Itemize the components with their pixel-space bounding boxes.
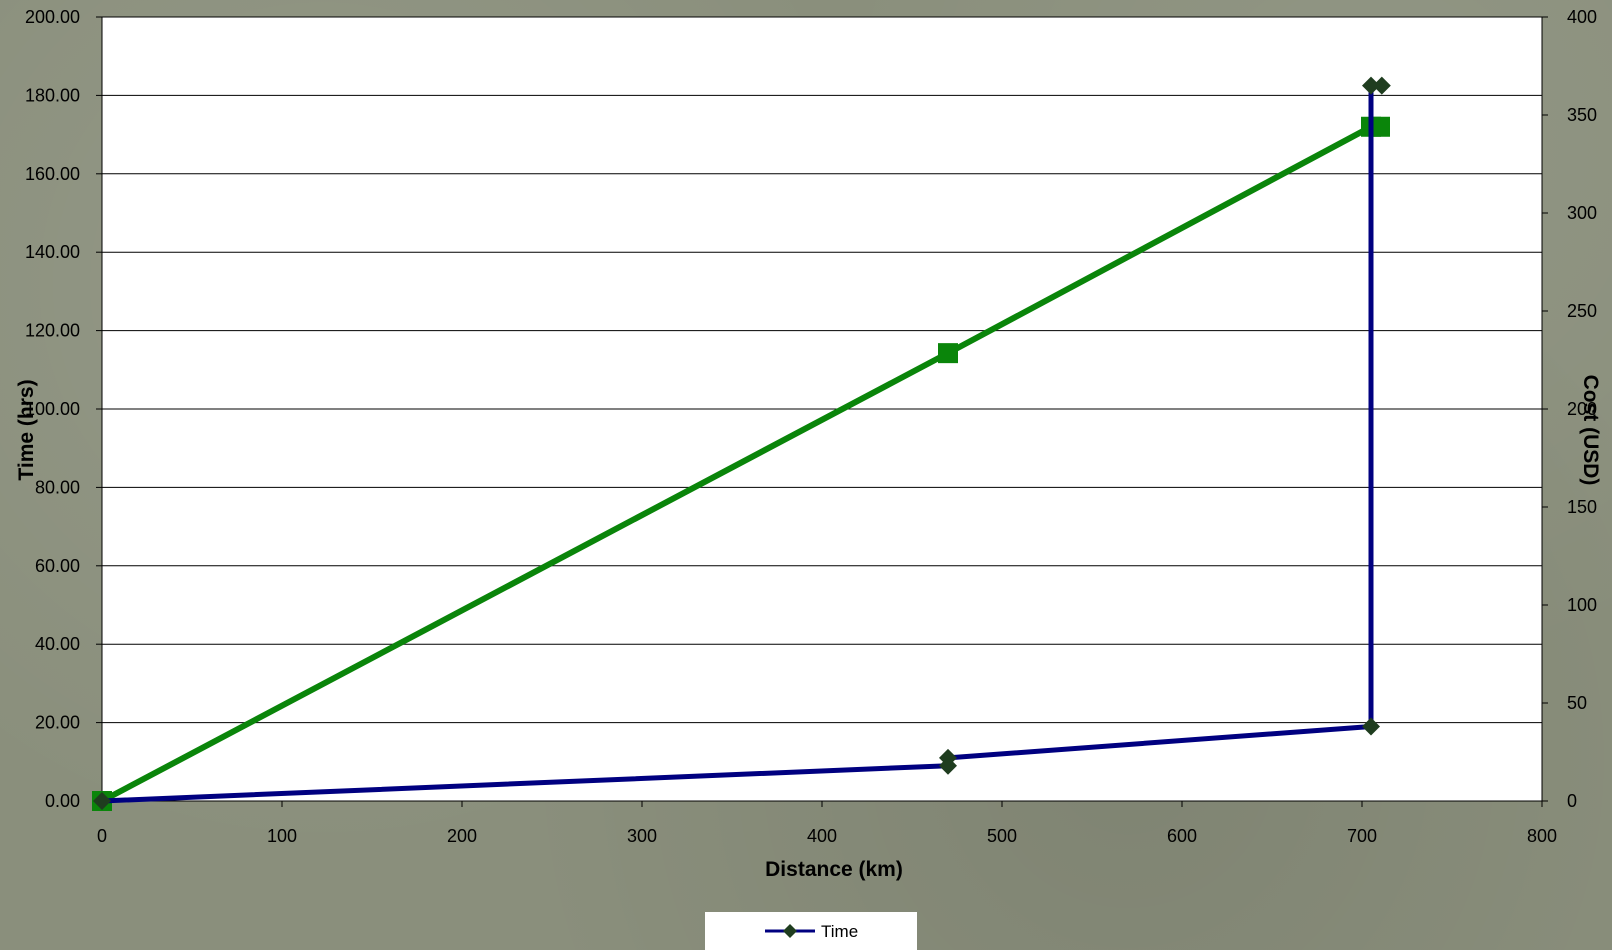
y-tick-label: 0.00 [45, 791, 80, 811]
y-tick-label: 120.00 [25, 321, 80, 341]
y-tick-label: 80.00 [35, 477, 80, 497]
y2-tick-label: 250 [1567, 301, 1597, 321]
y-tick-label: 180.00 [25, 85, 80, 105]
x-tick-label: 500 [987, 826, 1017, 846]
y-axis-title: Time (hrs) [15, 379, 38, 480]
data-point-square [938, 343, 958, 363]
x-tick-label: 700 [1347, 826, 1377, 846]
x-axis-title: Distance (km) [765, 858, 903, 881]
y2-tick-label: 150 [1567, 497, 1597, 517]
y2-tick-label: 400 [1567, 7, 1597, 27]
legend: Time [705, 912, 917, 950]
x-tick-label: 800 [1527, 826, 1557, 846]
x-tick-label: 600 [1167, 826, 1197, 846]
x-tick-label: 300 [627, 826, 657, 846]
y2-tick-label: 350 [1567, 105, 1597, 125]
x-tick-label: 400 [807, 826, 837, 846]
x-tick-label: 100 [267, 826, 297, 846]
x-tick-label: 200 [447, 826, 477, 846]
x-tick-label: 0 [97, 826, 107, 846]
y-tick-label: 60.00 [35, 556, 80, 576]
x-axis-tick-labels: 0 100 200 300 400 500 600 700 800 [97, 826, 1557, 846]
y-tick-label: 140.00 [25, 242, 80, 262]
y2-tick-label: 50 [1567, 693, 1587, 713]
y-tick-label: 160.00 [25, 164, 80, 184]
y-tick-label: 200.00 [25, 7, 80, 27]
y2-tick-label: 300 [1567, 203, 1597, 223]
legend-label-time: Time [821, 922, 858, 941]
y2-tick-label: 100 [1567, 595, 1597, 615]
y-tick-label: 20.00 [35, 713, 80, 733]
y-tick-label: 40.00 [35, 634, 80, 654]
y2-axis-title: Cost (USD) [1579, 375, 1602, 486]
y2-tick-label: 0 [1567, 791, 1577, 811]
